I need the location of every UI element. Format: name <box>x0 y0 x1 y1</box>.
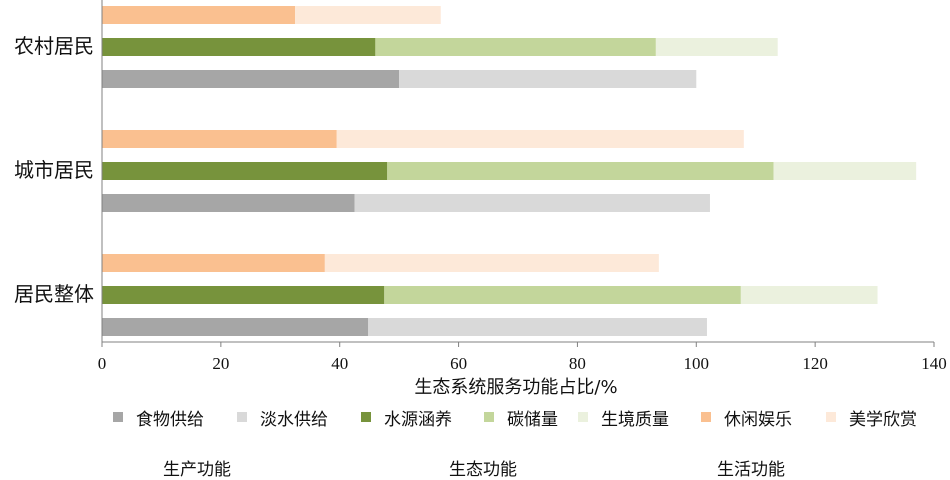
legend-group-title-living: 生活功能 <box>717 460 785 480</box>
bar-segment-g2-ecology-s0 <box>102 286 385 304</box>
legend-label: 碳储量 <box>507 410 558 430</box>
y-category-label: 农村居民 <box>14 34 94 58</box>
legend-group-title-ecology: 生态功能 <box>449 460 517 480</box>
bar-segment-g0-ecology-s1 <box>375 38 656 56</box>
bar-segment-g2-ecology-s2 <box>740 286 878 304</box>
bar-segment-g1-ecology-s1 <box>387 162 774 180</box>
bar-segment-g0-production-s1 <box>399 70 697 88</box>
y-category-label: 居民整体 <box>14 282 94 306</box>
legend-label: 美学欣赏 <box>849 410 917 430</box>
legend-label: 食物供给 <box>136 410 204 430</box>
bar-segment-g1-living-s0 <box>102 130 337 148</box>
bar-segment-g1-ecology-s0 <box>102 162 388 180</box>
x-tick-label: 40 <box>331 354 348 373</box>
legend-swatch <box>361 412 371 422</box>
bar-segment-g1-production-s1 <box>354 194 710 212</box>
bar-segment-g0-living-s1 <box>295 6 441 24</box>
x-tick-label: 0 <box>98 354 107 373</box>
x-tick-label: 120 <box>802 354 828 373</box>
legend-swatch <box>578 412 588 422</box>
bar-segment-g1-living-s1 <box>336 130 744 148</box>
legend-label: 水源涵养 <box>384 410 452 430</box>
bar-segment-g2-ecology-s1 <box>384 286 741 304</box>
bar-segment-g1-production-s0 <box>102 194 355 212</box>
bar-segment-g0-living-s0 <box>102 6 296 24</box>
x-axis-label: 生态系统服务功能占比/% <box>414 377 617 398</box>
legend-swatch <box>237 412 247 422</box>
bar-segment-g2-production-s1 <box>368 318 707 336</box>
bar-segment-g2-living-s1 <box>324 254 659 272</box>
legend-swatch <box>701 412 711 422</box>
x-tick-label: 140 <box>921 354 947 373</box>
x-tick-label: 80 <box>569 354 586 373</box>
legend-swatch <box>484 412 494 422</box>
legend-label: 休闲娱乐 <box>724 410 792 430</box>
legend-swatch <box>826 412 836 422</box>
y-category-label: 城市居民 <box>14 158 94 182</box>
x-tick-label: 100 <box>684 354 710 373</box>
bar-segment-g2-living-s0 <box>102 254 325 272</box>
bar-segment-g0-production-s0 <box>102 70 400 88</box>
legend-label: 生境质量 <box>601 410 669 430</box>
bar-segment-g0-ecology-s2 <box>655 38 778 56</box>
x-tick-label: 60 <box>450 354 467 373</box>
bar-segment-g0-ecology-s0 <box>102 38 376 56</box>
bar-segment-g2-production-s0 <box>102 318 369 336</box>
legend-swatch <box>113 412 123 422</box>
x-tick-label: 20 <box>212 354 229 373</box>
legend-group-title-production: 生产功能 <box>163 460 231 480</box>
legend-label: 淡水供给 <box>260 410 328 430</box>
bar-segment-g1-ecology-s2 <box>773 162 917 180</box>
